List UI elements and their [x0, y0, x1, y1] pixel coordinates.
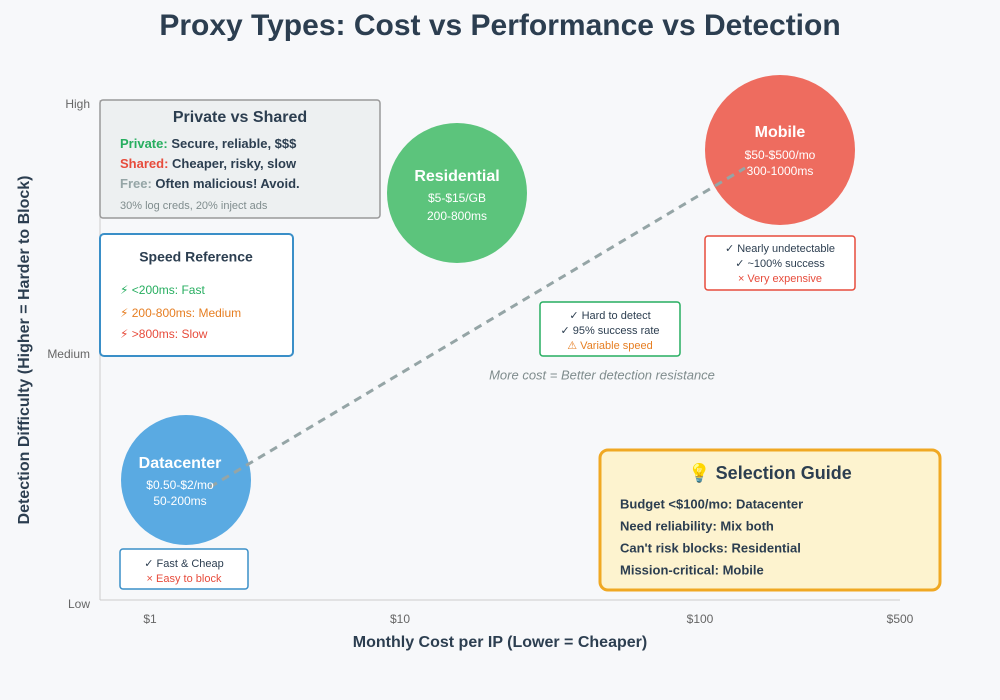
private-box [99, 99, 381, 219]
row-text: Secure, reliable, $$$ [171, 136, 297, 151]
x-title: Monthly Cost per IP (Lower = Cheaper) [353, 634, 647, 651]
row-label: Private: [120, 136, 168, 151]
node-name: Datacenter [139, 455, 222, 472]
y-title: Detection Difficulty (Higher = Harder to… [16, 176, 33, 525]
callout-line: ✓ Fast & Cheap [144, 558, 224, 570]
callout-line: ⚠ Variable speed [567, 340, 653, 352]
node-latency: 50-200ms [153, 494, 206, 508]
callout-line: ✓ Hard to detect [569, 310, 650, 322]
callout-box [704, 235, 856, 291]
axis-labels: High Medium Low $1 $10 $100 $500 [47, 97, 913, 626]
callouts: ✓ Hard to detect ✓ 95% success rate ⚠ Va… [119, 235, 856, 590]
title: Proxy Types: Cost vs Performance vs Dete… [159, 9, 840, 42]
x-label: $10 [390, 612, 410, 626]
box-title: Speed Reference [139, 249, 253, 265]
y-label: Medium [47, 347, 90, 361]
speed-box [99, 233, 294, 357]
box-title: Private vs Shared [173, 109, 307, 126]
bubble [705, 75, 855, 225]
callout-line: × Very expensive [738, 273, 822, 285]
node-name: Residential [414, 168, 499, 185]
callout-line: ✓ 95% success rate [560, 325, 659, 337]
bubble-labels: Residential $5-$15/GB 200-800ms Mobile $… [139, 124, 816, 508]
row: Shared: Cheaper, risky, slow [120, 156, 297, 171]
guide-item: Can't risk blocks: Residential [620, 540, 801, 555]
speed-item: ⚡ >800ms: Slow [120, 327, 208, 341]
guide-box [598, 448, 942, 592]
speed-item: ⚡ 200-800ms: Medium [120, 306, 241, 320]
node-price: $5-$15/GB [428, 191, 486, 205]
guide-items: Budget <$100/mo: Datacenter Need reliabi… [620, 496, 803, 577]
x-label: $100 [687, 612, 714, 626]
callout-line: ✓ ~100% success [735, 258, 825, 270]
row-label: Free: [120, 176, 152, 191]
guide-item: Need reliability: Mix both [620, 518, 774, 533]
node-latency: 200-800ms [427, 209, 487, 223]
guide-item: Mission-critical: Mobile [620, 562, 764, 577]
row-text: Cheaper, risky, slow [172, 156, 297, 171]
node-name: Mobile [755, 124, 806, 141]
annotation: More cost = Better detection resistance [489, 367, 715, 382]
bubble [121, 415, 251, 545]
node-price: $50-$500/mo [745, 148, 816, 162]
row: Private: Secure, reliable, $$$ [120, 136, 297, 151]
speed-item: ⚡ <200ms: Fast [120, 283, 205, 297]
row-label: Shared: [120, 156, 168, 171]
y-label: High [65, 97, 90, 111]
bubble [387, 123, 527, 263]
y-label: Low [68, 597, 90, 611]
node-latency: 300-1000ms [747, 164, 814, 178]
note: 30% log creds, 20% inject ads [120, 200, 268, 212]
guide-item: Budget <$100/mo: Datacenter [620, 496, 803, 511]
x-label: $500 [887, 612, 914, 626]
node-price: $0.50-$2/mo [146, 478, 214, 492]
row: Free: Often malicious! Avoid. [120, 176, 300, 191]
x-label: $1 [143, 612, 157, 626]
trend-line [209, 166, 746, 489]
callout-line: × Easy to block [147, 573, 222, 585]
callout-line: ✓ Nearly undetectable [725, 243, 835, 255]
box-title: 💡 Selection Guide [688, 462, 851, 483]
callout-box [539, 301, 681, 357]
callout-box [119, 548, 249, 590]
row-text: Often malicious! Avoid. [155, 176, 299, 191]
